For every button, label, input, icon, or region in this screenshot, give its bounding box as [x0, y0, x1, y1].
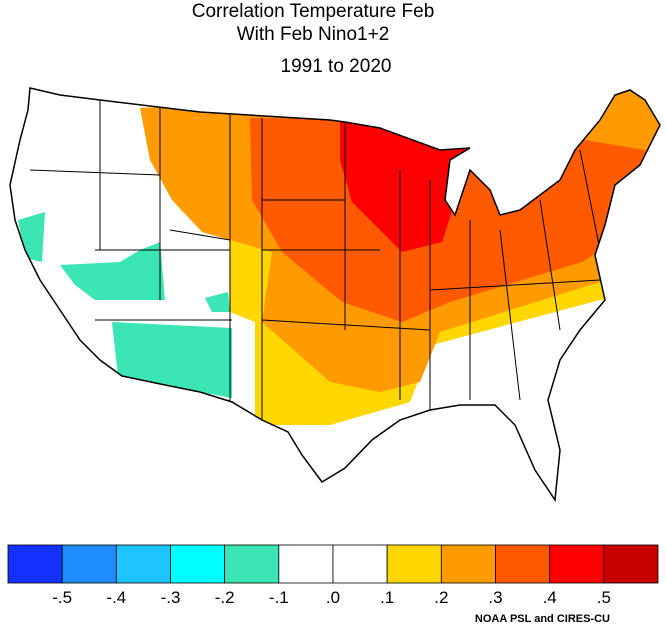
color-swatch [170, 544, 226, 584]
colorbar: -.5 -.4 -.3 -.2 -.1 .0 .1 .2 .3 .4 .5 [7, 544, 659, 607]
colorbar-label: .2 [434, 588, 448, 607]
color-swatch [549, 544, 605, 584]
title-line: Correlation Temperature Feb [192, 1, 435, 22]
color-swatch [115, 544, 171, 584]
color-swatch [7, 544, 63, 584]
color-swatch [332, 544, 388, 584]
colorbar-label: .0 [326, 588, 340, 607]
colorbar-label: -.3 [161, 588, 181, 607]
credit: NOAA PSL and CIRES-CU [475, 613, 610, 625]
colorbar-label: .1 [380, 588, 394, 607]
state-lines [29, 100, 601, 420]
colorbar-label: .4 [543, 588, 557, 607]
colorbar-label: -.2 [215, 588, 235, 607]
color-swatch [603, 544, 659, 584]
period: 1991 to 2020 [281, 56, 392, 77]
color-swatch [440, 544, 496, 584]
color-swatch [495, 544, 551, 584]
colorbar-label: -.5 [52, 588, 72, 607]
color-swatch [386, 544, 442, 584]
colorbar-label: .5 [597, 588, 611, 607]
color-swatch [61, 544, 117, 584]
colorbar-label: -.4 [106, 588, 126, 607]
title-line: With Feb Nino1+2 [237, 24, 390, 45]
colorbar-label: .3 [488, 588, 502, 607]
us-outline [9, 87, 661, 503]
color-swatch [278, 544, 334, 584]
color-swatch [224, 544, 280, 584]
colorbar-label: -.1 [269, 588, 289, 607]
